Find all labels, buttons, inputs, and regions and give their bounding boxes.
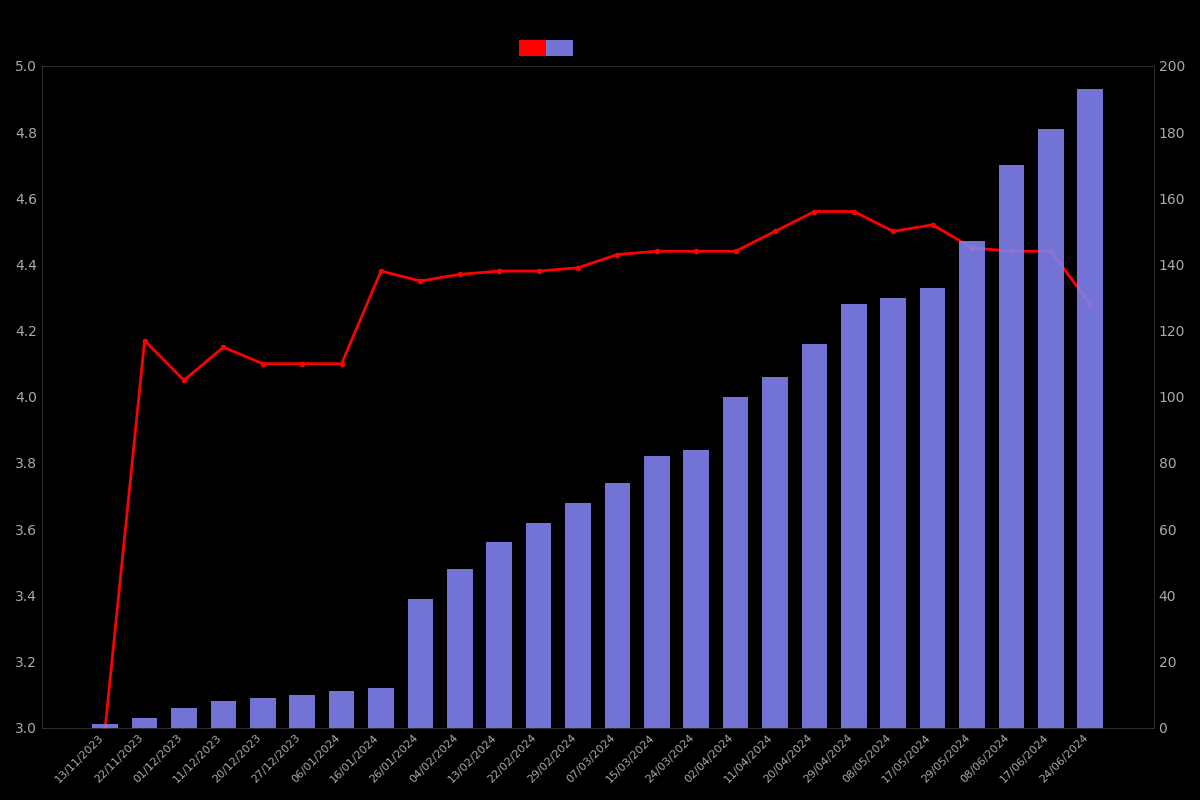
Bar	[289, 694, 316, 728]
Bar	[1038, 129, 1063, 728]
Bar	[802, 344, 827, 728]
Bar	[959, 242, 985, 728]
Bar	[448, 569, 473, 728]
Bar	[684, 450, 709, 728]
Bar	[998, 165, 1025, 728]
Bar	[920, 288, 946, 728]
Bar	[565, 502, 590, 728]
Legend: , : ,	[514, 37, 571, 62]
Bar	[408, 598, 433, 728]
Bar	[211, 701, 236, 728]
Bar	[722, 397, 749, 728]
Bar	[762, 377, 788, 728]
Bar	[368, 688, 394, 728]
Bar	[644, 456, 670, 728]
Bar	[841, 304, 866, 728]
Bar	[250, 698, 276, 728]
Bar	[92, 724, 118, 728]
Bar	[605, 483, 630, 728]
Bar	[881, 298, 906, 728]
Bar	[1078, 89, 1103, 728]
Bar	[132, 718, 157, 728]
Bar	[172, 708, 197, 728]
Bar	[526, 522, 552, 728]
Bar	[486, 542, 512, 728]
Bar	[329, 691, 354, 728]
